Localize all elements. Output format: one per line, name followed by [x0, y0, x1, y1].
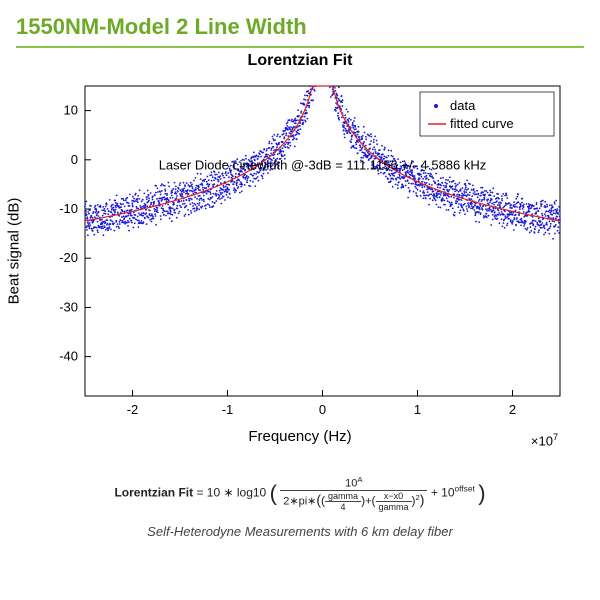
formula-label: Lorentzian Fit [114, 486, 193, 500]
svg-text:1: 1 [414, 402, 421, 417]
svg-text:data: data [450, 98, 476, 113]
svg-text:2: 2 [509, 402, 516, 417]
svg-text:Laser Diode Linewidth @-3dB =: Laser Diode Linewidth @-3dB = 111.1156 +… [159, 158, 487, 173]
svg-text:-40: -40 [59, 349, 78, 364]
plot-svg: -2-1012-40-30-20-10010Laser Diode Linewi… [20, 76, 580, 426]
svg-text:-10: -10 [59, 201, 78, 216]
svg-text:-20: -20 [59, 250, 78, 265]
x-axis-label: Frequency (Hz) [20, 428, 580, 445]
svg-text:-1: -1 [222, 402, 234, 417]
x-axis-exponent: ×107 [531, 432, 558, 448]
svg-text:0: 0 [319, 402, 326, 417]
chart-container: Lorentzian Fit Beat signal (dB) -2-1012-… [20, 52, 580, 445]
chart-title: Lorentzian Fit [20, 52, 580, 70]
svg-text:10: 10 [64, 103, 78, 118]
svg-text:-2: -2 [127, 402, 139, 417]
svg-text:fitted curve: fitted curve [450, 116, 514, 131]
svg-text:0: 0 [71, 152, 78, 167]
caption: Self-Heterodyne Measurements with 6 km d… [0, 524, 600, 539]
y-axis-label: Beat signal (dB) [6, 198, 23, 305]
heading-underline [16, 46, 584, 48]
plot-area: Beat signal (dB) -2-1012-40-30-20-10010L… [20, 76, 580, 426]
formula: Lorentzian Fit = 10 ∗ log10 ( 10A 2∗pi∗(… [0, 475, 600, 512]
svg-text:-30: -30 [59, 299, 78, 314]
page-heading: 1550NM-Model 2 Line Width [0, 0, 600, 46]
